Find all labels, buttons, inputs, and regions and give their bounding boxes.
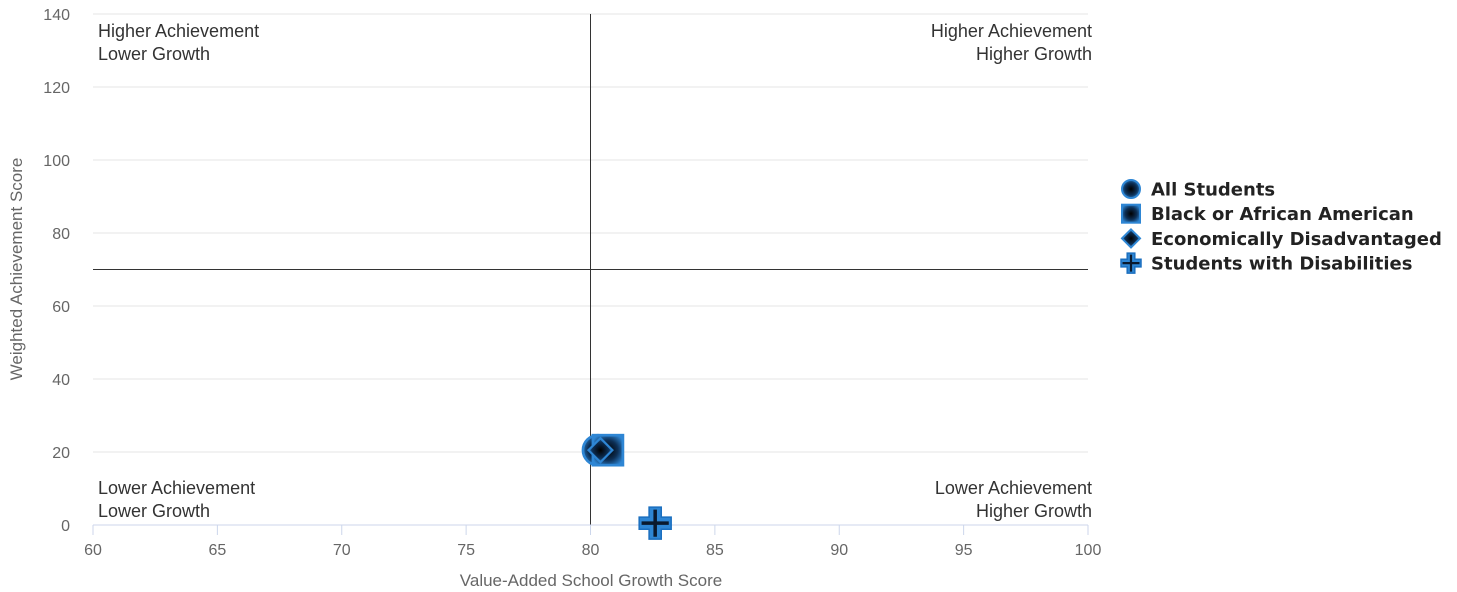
quadrant-label-top-right: Higher Growth [976, 44, 1092, 64]
x-tick-label: 90 [830, 542, 848, 559]
legend-label: All Students [1151, 180, 1275, 201]
legend-label: Students with Disabilities [1151, 254, 1412, 275]
y-axis-title: Weighted Achievement Score [7, 158, 26, 381]
y-tick-label: 140 [43, 7, 70, 24]
quadrant-label-bottom-right: Lower Achievement [935, 478, 1092, 498]
legend-item: Black or African American [1122, 204, 1414, 225]
cross-marker-inner [1123, 255, 1140, 272]
quadrant-label-top-left: Higher Achievement [98, 21, 259, 41]
legend: All Students Black or African American Eco… [1121, 180, 1442, 275]
y-tick-label: 0 [61, 518, 70, 535]
y-tick-label: 80 [52, 226, 70, 243]
y-tick-label: 40 [52, 372, 70, 389]
legend-item: Economically Disadvantaged [1122, 229, 1442, 250]
axes: 0 20 40 60 80 100 120 140 60 65 70 75 80 85 90 95 100 [43, 7, 1101, 559]
legend-item: All Students [1122, 180, 1275, 201]
quadrant-label-top-right: Higher Achievement [931, 21, 1092, 41]
y-tick-label: 120 [43, 80, 70, 97]
data-point-students-with-disabilities [639, 507, 671, 539]
x-tick-label: 60 [84, 542, 102, 559]
quadrant-label-top-left: Lower Growth [98, 44, 210, 64]
quadrant-label-bottom-right: Higher Growth [976, 501, 1092, 521]
legend-marker [1122, 180, 1140, 198]
x-tick-label: 70 [333, 542, 351, 559]
x-tick-label: 80 [582, 542, 600, 559]
x-axis-title: Value-Added School Growth Score [460, 571, 722, 590]
data-points [583, 435, 671, 539]
x-tick-label: 100 [1075, 542, 1102, 559]
legend-item: Students with Disabilities [1121, 253, 1412, 275]
x-tick-label: 75 [457, 542, 475, 559]
quadrant-label-bottom-left: Lower Achievement [98, 478, 255, 498]
legend-marker [1121, 253, 1141, 273]
legend-marker [1122, 229, 1140, 247]
cross-marker-inner [642, 510, 669, 537]
quadrant-label-bottom-left: Lower Growth [98, 501, 210, 521]
legend-label: Economically Disadvantaged [1151, 229, 1442, 250]
legend-marker [1122, 205, 1140, 223]
y-tick-label: 60 [52, 299, 70, 316]
y-tick-label: 100 [43, 153, 70, 170]
x-tick-label: 65 [208, 542, 226, 559]
legend-label: Black or African American [1151, 204, 1414, 225]
x-tick-label: 95 [955, 542, 973, 559]
y-tick-label: 20 [52, 445, 70, 462]
x-tick-label: 85 [706, 542, 724, 559]
